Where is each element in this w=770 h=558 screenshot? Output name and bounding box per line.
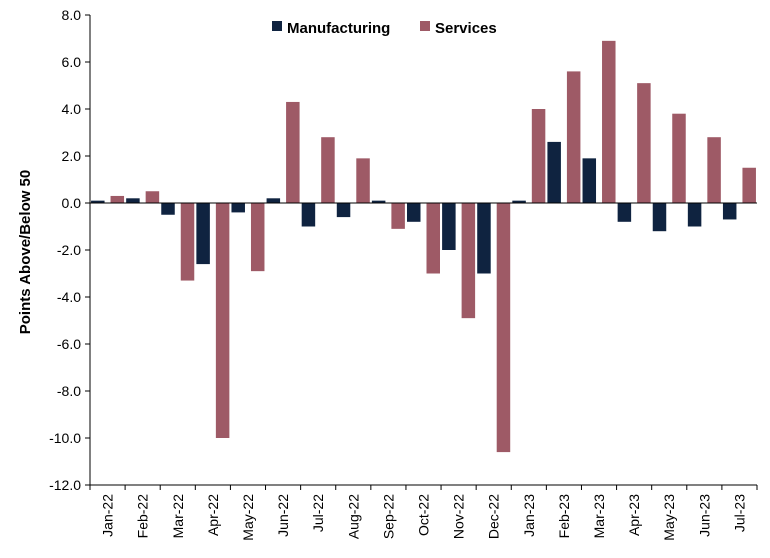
bar-services-nov-22 bbox=[461, 203, 476, 319]
bar-manufacturing-may-23 bbox=[652, 203, 667, 232]
y-tick-label: -6.0 bbox=[57, 336, 81, 352]
y-tick-label: -12.0 bbox=[49, 477, 81, 493]
legend-label-manufacturing: Manufacturing bbox=[287, 20, 390, 37]
bar-services-may-22 bbox=[250, 203, 265, 272]
bars-group bbox=[91, 40, 756, 453]
x-tick-label: Oct-22 bbox=[416, 494, 432, 536]
y-axis-title: Points Above/Below 50 bbox=[17, 170, 34, 334]
x-tick-label: Nov-22 bbox=[451, 494, 467, 539]
bar-services-may-23 bbox=[672, 113, 686, 203]
y-tick-label: -2.0 bbox=[57, 242, 81, 258]
y-tick-label: 4.0 bbox=[62, 101, 82, 117]
bar-manufacturing-dec-22 bbox=[477, 203, 491, 274]
x-tick-label: Dec-22 bbox=[486, 494, 502, 539]
bar-manufacturing-jan-22 bbox=[91, 200, 105, 203]
bar-manufacturing-jan-23 bbox=[512, 200, 526, 203]
bar-services-jan-22 bbox=[110, 195, 125, 203]
x-tick-label: Apr-22 bbox=[205, 494, 221, 536]
x-tick-label: May-22 bbox=[240, 494, 256, 541]
bar-manufacturing-apr-23 bbox=[617, 203, 632, 222]
x-tick-label: Feb-23 bbox=[556, 494, 572, 539]
x-tick-label: Jun-23 bbox=[696, 494, 712, 537]
bar-manufacturing-sep-22 bbox=[371, 200, 386, 203]
bar-manufacturing-jun-23 bbox=[687, 203, 702, 227]
x-tick-label: Mar-23 bbox=[591, 494, 607, 539]
legend-swatch-services bbox=[420, 21, 430, 31]
bar-services-jun-22 bbox=[286, 101, 300, 203]
y-tick-label: 8.0 bbox=[62, 7, 82, 23]
bar-manufacturing-mar-22 bbox=[161, 203, 175, 215]
bar-manufacturing-nov-22 bbox=[442, 203, 456, 250]
x-tick-label: Jun-22 bbox=[275, 494, 291, 537]
bar-manufacturing-apr-22 bbox=[196, 203, 210, 265]
bar-manufacturing-jul-23 bbox=[722, 203, 737, 220]
legend-swatch-manufacturing bbox=[272, 21, 282, 31]
bar-manufacturing-oct-22 bbox=[407, 203, 421, 222]
y-tick-label: -8.0 bbox=[57, 383, 81, 399]
bar-services-jun-23 bbox=[707, 137, 721, 203]
x-tick-label: Mar-22 bbox=[170, 494, 186, 539]
bar-manufacturing-jul-22 bbox=[301, 203, 316, 227]
bar-services-dec-22 bbox=[496, 203, 511, 453]
bar-services-sep-22 bbox=[391, 203, 405, 229]
x-tick-label: Jan-22 bbox=[100, 494, 116, 537]
y-tick-label: -10.0 bbox=[49, 430, 81, 446]
bar-manufacturing-feb-23 bbox=[547, 141, 561, 203]
y-tick-label: 6.0 bbox=[62, 54, 82, 70]
bar-manufacturing-may-22 bbox=[231, 203, 245, 213]
bar-services-mar-23 bbox=[602, 40, 616, 203]
bar-services-aug-22 bbox=[356, 158, 370, 203]
x-tick-label: Sep-22 bbox=[380, 494, 396, 539]
bar-services-jul-23 bbox=[742, 167, 756, 203]
x-tick-label: May-23 bbox=[661, 494, 677, 541]
x-tick-label: Jul-23 bbox=[731, 494, 747, 532]
x-tick-label: Jul-22 bbox=[310, 494, 326, 532]
bar-services-apr-22 bbox=[215, 203, 230, 438]
bar-manufacturing-mar-23 bbox=[582, 158, 597, 203]
x-tick-label: Jan-23 bbox=[521, 494, 537, 537]
bar-services-feb-23 bbox=[566, 71, 581, 204]
bar-services-oct-22 bbox=[426, 203, 440, 274]
bar-services-mar-22 bbox=[180, 203, 195, 281]
bar-manufacturing-aug-22 bbox=[336, 203, 351, 218]
x-tick-label: Aug-22 bbox=[345, 494, 361, 539]
bar-services-feb-22 bbox=[145, 191, 160, 203]
y-tick-label: 2.0 bbox=[62, 148, 82, 164]
y-tick-label: -4.0 bbox=[57, 289, 81, 305]
legend: Manufacturing Services bbox=[272, 20, 497, 37]
bar-manufacturing-feb-22 bbox=[126, 198, 140, 203]
x-tick-label: Feb-22 bbox=[135, 494, 151, 539]
legend-label-services: Services bbox=[435, 20, 497, 37]
bar-services-jan-23 bbox=[531, 109, 546, 203]
bar-services-apr-23 bbox=[637, 83, 651, 203]
bar-services-jul-22 bbox=[321, 137, 335, 203]
y-tick-label: 0.0 bbox=[62, 195, 82, 211]
bar-manufacturing-jun-22 bbox=[266, 198, 281, 203]
axes-group: 8.0 6.0 4.0 2.0 0.0 -2.0 -4.0 -6.0 -8.0 -10.0 -12.… bbox=[49, 7, 758, 541]
x-tick-label: Apr-23 bbox=[626, 494, 642, 536]
